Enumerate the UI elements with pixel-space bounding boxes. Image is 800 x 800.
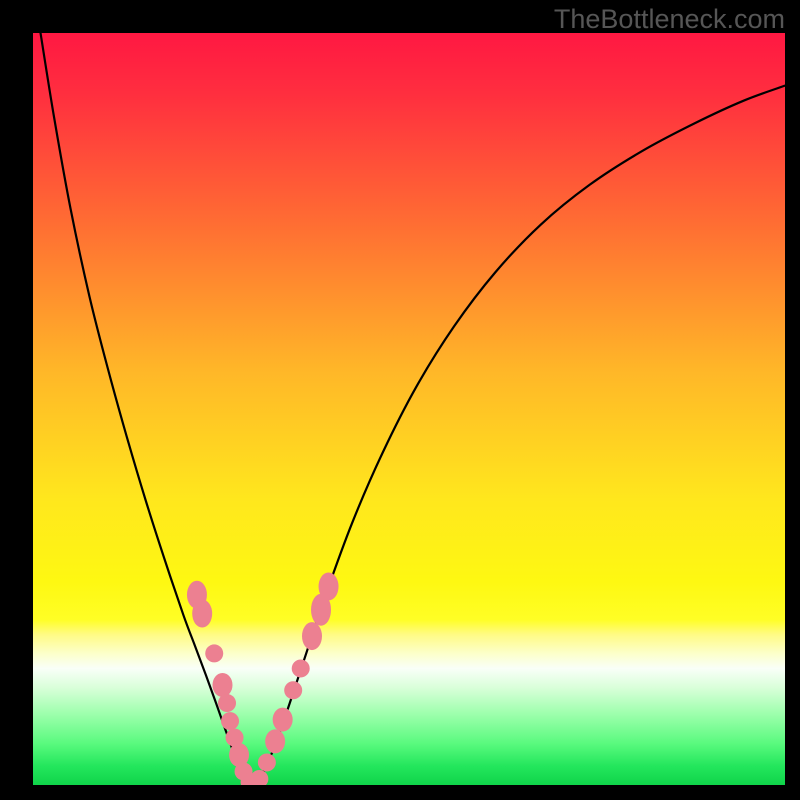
data-marker [284,681,302,699]
right-curve [250,86,785,785]
data-marker [265,729,285,753]
data-marker [213,673,233,697]
data-marker [292,659,310,677]
data-marker [192,600,212,628]
data-marker [205,644,223,662]
chart-svg [33,33,785,785]
data-marker [258,753,276,771]
data-marker [273,708,293,732]
data-marker [302,622,322,650]
data-marker [218,694,236,712]
left-curve [41,33,250,785]
data-marker [319,572,339,600]
watermark-text: TheBottleneck.com [554,4,785,35]
data-marker [221,712,239,730]
plot-area [33,33,785,785]
data-marker [250,770,268,785]
